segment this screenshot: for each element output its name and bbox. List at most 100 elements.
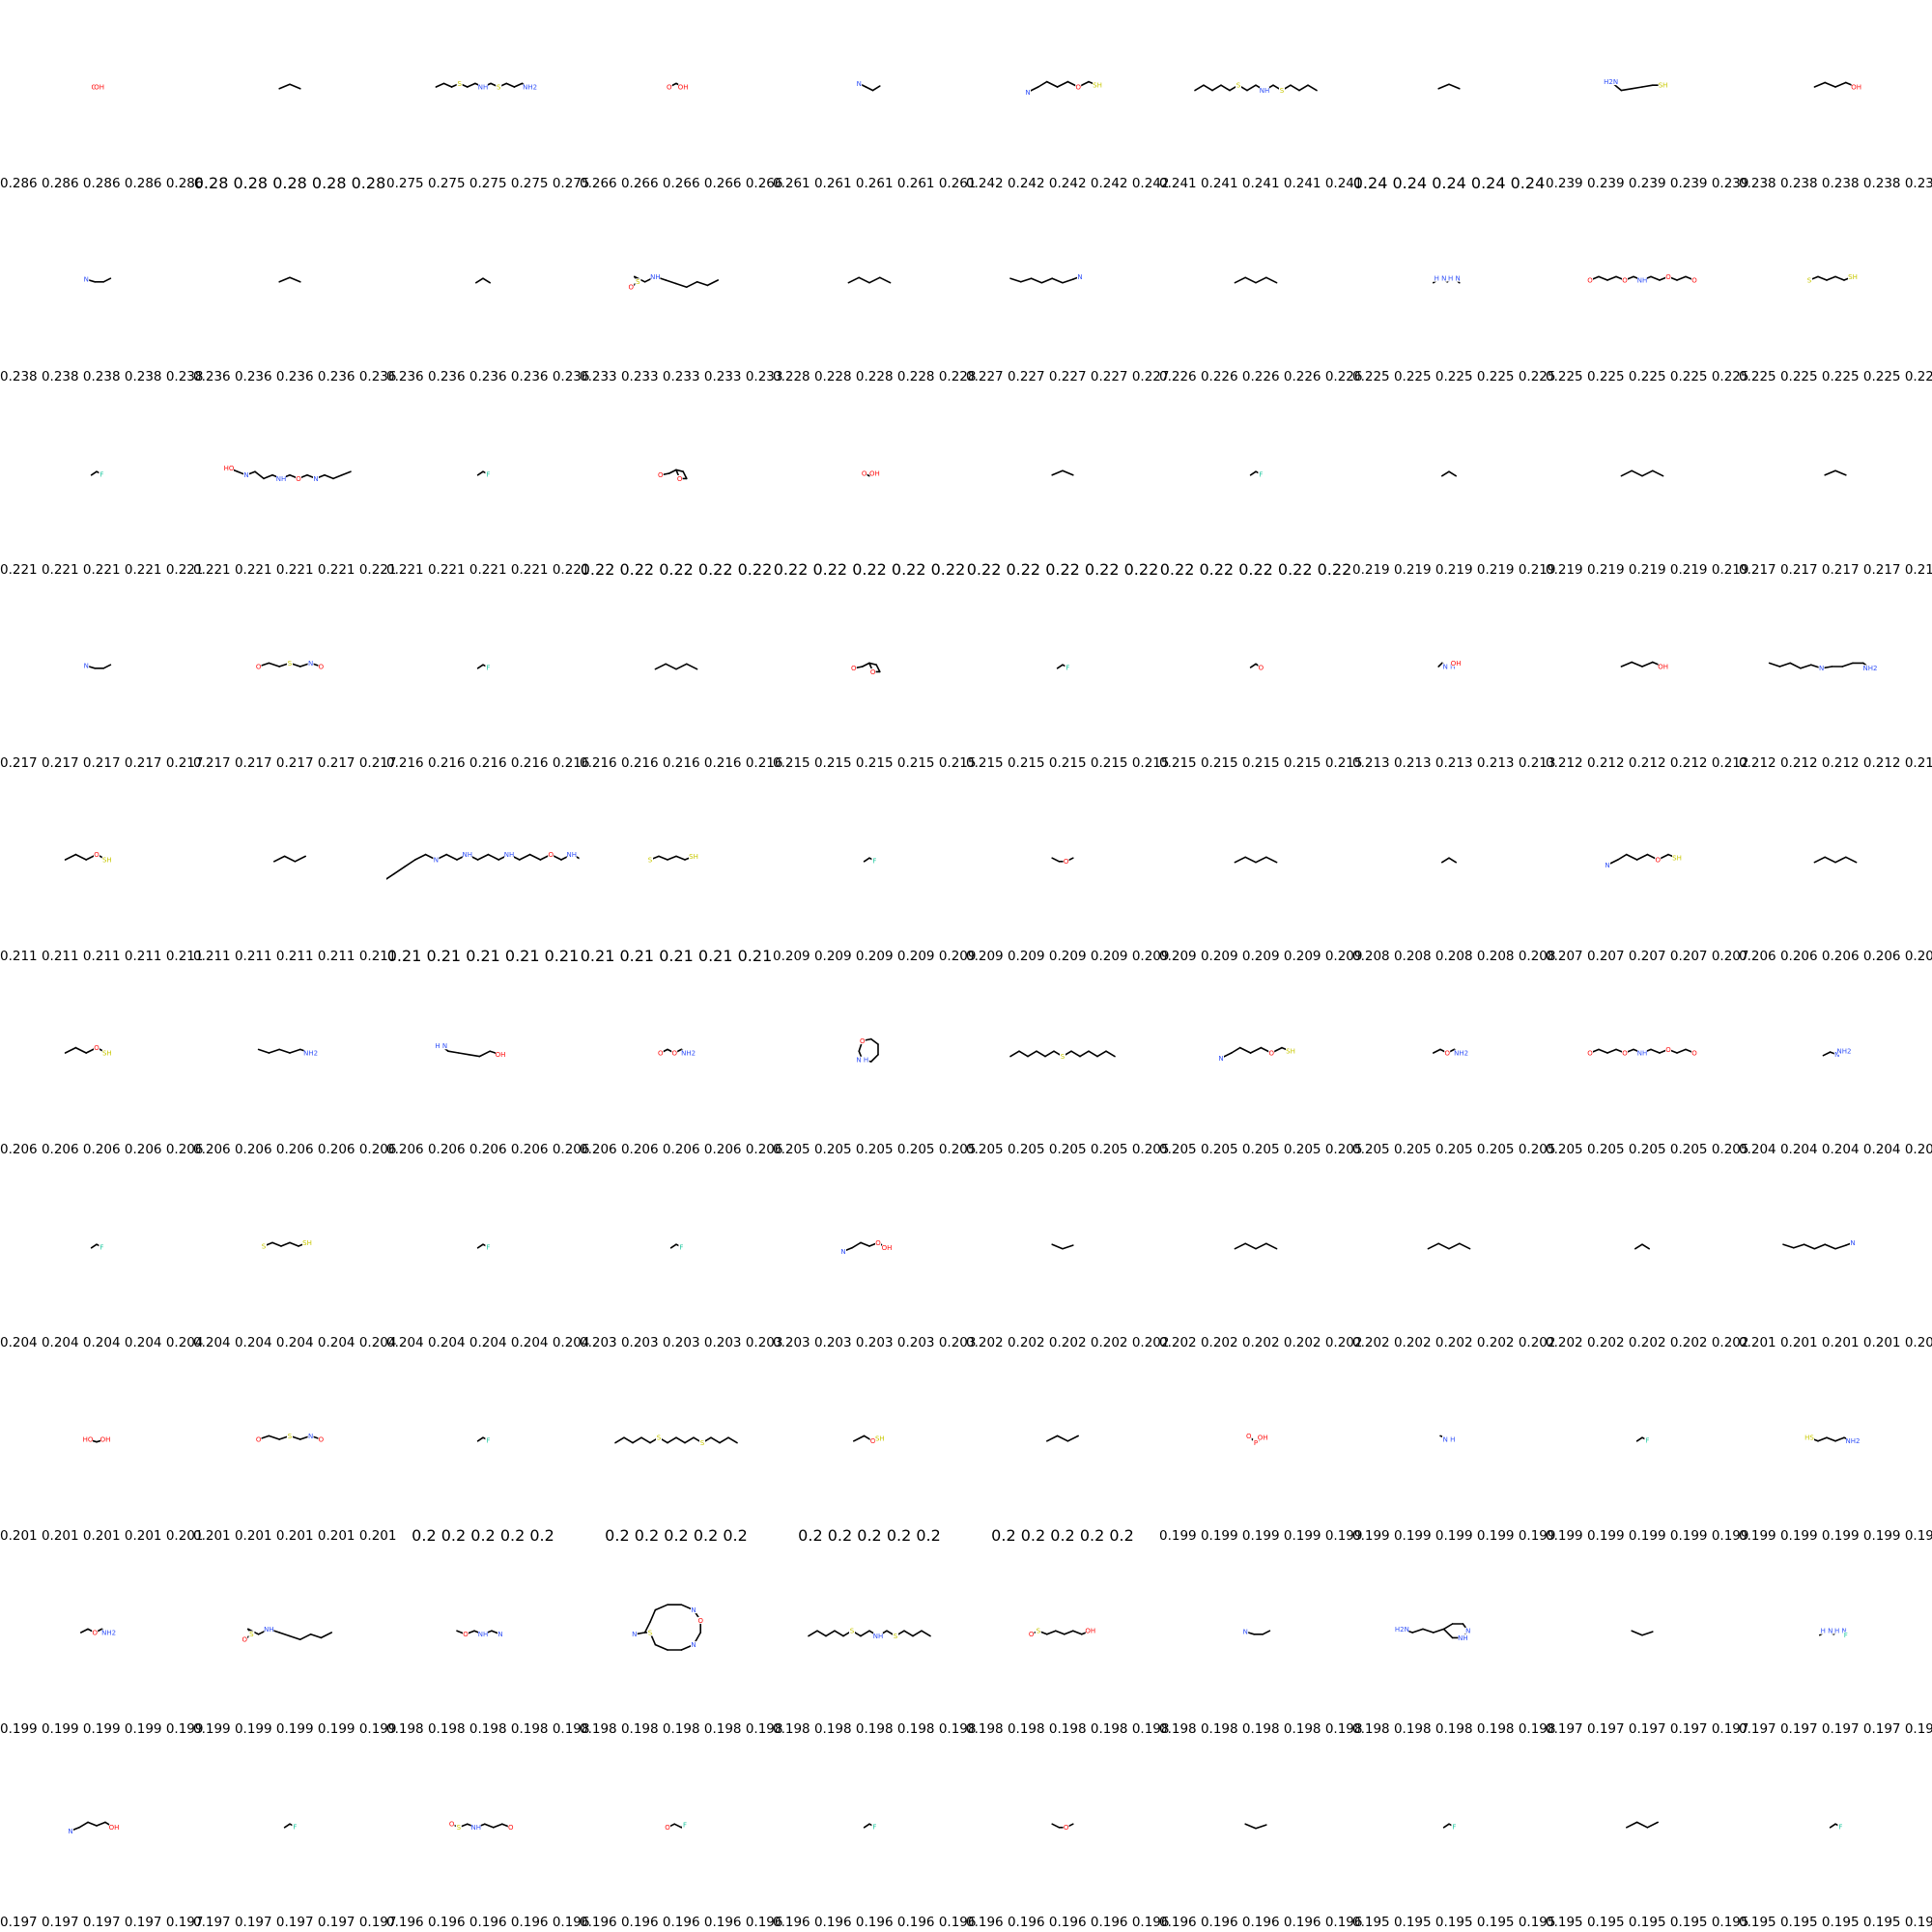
score-caption: 0.203 0.203 0.203 0.203 0.203	[773, 1333, 976, 1352]
atom-label: O	[862, 469, 867, 477]
score-value: 0.207	[1586, 949, 1625, 964]
molecule-cell: N O SH 0.242 0.242 0.242 0.242 0.242	[966, 0, 1169, 193]
bond	[289, 1634, 301, 1640]
bond	[468, 1054, 481, 1058]
bond	[1834, 275, 1845, 281]
atom-label-background	[83, 1435, 93, 1443]
score-value: 0.205	[1090, 1142, 1128, 1157]
atom-label-background	[1672, 854, 1682, 862]
score-value: 0.217	[1739, 562, 1776, 578]
score-value: 0.205	[1324, 1142, 1363, 1157]
score-value: 0.2	[1109, 1526, 1134, 1545]
atom-label: NH	[1637, 276, 1648, 284]
score-caption: 0.238 0.238 0.238 0.238 0.238	[1739, 174, 1932, 193]
score-value: 0.211	[358, 949, 397, 964]
score-value: 0.206	[1739, 949, 1776, 964]
bond	[505, 82, 516, 88]
atom-label: O	[1587, 1049, 1593, 1057]
score-value: 0.199	[1904, 1528, 1932, 1544]
bond	[320, 1632, 332, 1639]
bond	[1234, 1242, 1246, 1250]
bond	[1064, 1630, 1074, 1635]
score-value: 0.202	[1518, 1335, 1556, 1350]
score-value: 0.204	[1862, 1142, 1901, 1157]
score-value: 0.286	[82, 176, 121, 191]
atom-label-background	[869, 1437, 876, 1445]
molecule-cell: F 0.22 0.22 0.22 0.22 0.22	[1159, 386, 1352, 580]
score-caption: 0.201 0.201 0.201 0.201 0.201	[1739, 1333, 1932, 1352]
molecule-cell: O S NH 0.233 0.233 0.233 0.233 0.233	[580, 193, 782, 386]
score-value: 0.198	[745, 1721, 783, 1737]
score-value: 0.215	[1131, 755, 1170, 771]
score-value: 0.209	[966, 949, 1004, 964]
score-value: 0.205	[1711, 1142, 1749, 1157]
score-value: 0.196	[813, 1915, 852, 1930]
atom-label-background	[1846, 1437, 1860, 1445]
bond	[719, 1436, 729, 1444]
atom-label-background	[1458, 1634, 1468, 1641]
bond	[1244, 856, 1257, 864]
score-value: 0.206	[703, 1142, 742, 1157]
molecule-cell: 0.219 0.219 0.219 0.219 0.219	[1546, 386, 1748, 580]
score-value: 0.199	[1739, 1528, 1776, 1544]
bond	[1834, 81, 1847, 88]
atom-label-background	[1622, 1049, 1628, 1057]
atom-label-background	[485, 470, 492, 478]
score-value: 0.206	[193, 1142, 231, 1157]
score-value: 0.238	[124, 369, 162, 384]
atom-label-background	[873, 1633, 883, 1640]
molecule-cell: 0.209 0.209 0.209 0.209 0.209	[1159, 773, 1362, 966]
score-value: 0.219	[1586, 562, 1625, 578]
score-value: 0.215	[813, 755, 852, 771]
score-caption: 0.204 0.204 0.204 0.204 0.204	[0, 1333, 203, 1352]
bond	[1298, 84, 1309, 92]
atom-label: SH	[1286, 1048, 1295, 1056]
score-value: 0.197	[358, 1915, 397, 1930]
score-value: 0.225	[1352, 369, 1390, 384]
molecule-drawing: F	[283, 1823, 298, 1831]
molecule-cell: O SH 0.211 0.211 0.211 0.211 0.211	[0, 773, 203, 966]
score-value: 0.225	[1476, 369, 1515, 384]
molecule-drawing: N	[1242, 1629, 1271, 1636]
atom-label-background	[1604, 78, 1618, 86]
score-value: 0.221	[275, 562, 314, 578]
bond	[1792, 1243, 1805, 1249]
atom-label-background	[1279, 87, 1285, 95]
molecule-cell: O N H 0.205 0.205 0.205 0.205 0.205	[773, 966, 976, 1159]
bond	[654, 1604, 668, 1611]
score-value: 0.209	[1007, 949, 1045, 964]
bond	[1307, 84, 1318, 92]
score-caption: 0.199 0.199 0.199 0.199 0.199	[1546, 1526, 1748, 1546]
score-value: 0.197	[275, 1915, 314, 1930]
molecule-drawing: SS	[614, 1435, 738, 1447]
score-value: 0.204	[193, 1335, 231, 1350]
score-value: 0.202	[1159, 1335, 1197, 1350]
bond	[863, 857, 870, 863]
bond	[1062, 469, 1074, 476]
molecule-cell: HO OH 0.201 0.201 0.201 0.201 0.201	[0, 1352, 203, 1546]
atom-label: O	[697, 1617, 703, 1625]
score-value: 0.221	[0, 562, 38, 578]
score-value: 0.197	[234, 1915, 272, 1930]
atom-label-background	[855, 1056, 869, 1064]
bond	[1246, 84, 1257, 92]
score-caption: 0.266 0.266 0.266 0.266 0.266	[580, 174, 782, 193]
score-value: 0.198	[1283, 1721, 1321, 1737]
score-value: 0.195	[1669, 1915, 1708, 1930]
score-value: 0.239	[1628, 176, 1666, 191]
molecule-drawing	[1234, 1242, 1278, 1250]
score-value: 0.241	[1241, 176, 1280, 191]
bond	[435, 82, 445, 88]
score-value: 0.28	[311, 174, 347, 192]
score-value: 0.21	[386, 947, 422, 965]
score-value: 0.212	[1711, 755, 1749, 771]
score-value: 0.202	[1048, 1335, 1087, 1350]
score-value: 0.236	[358, 369, 397, 384]
bond	[669, 1243, 677, 1249]
atom-label-background	[1444, 1049, 1451, 1057]
score-value: 0.199	[165, 1721, 204, 1737]
score-value: 0.199	[1821, 1528, 1860, 1544]
bond	[1448, 857, 1457, 864]
molecule-cell: F 0.197 0.197 0.197 0.197 0.197	[193, 1739, 396, 1932]
